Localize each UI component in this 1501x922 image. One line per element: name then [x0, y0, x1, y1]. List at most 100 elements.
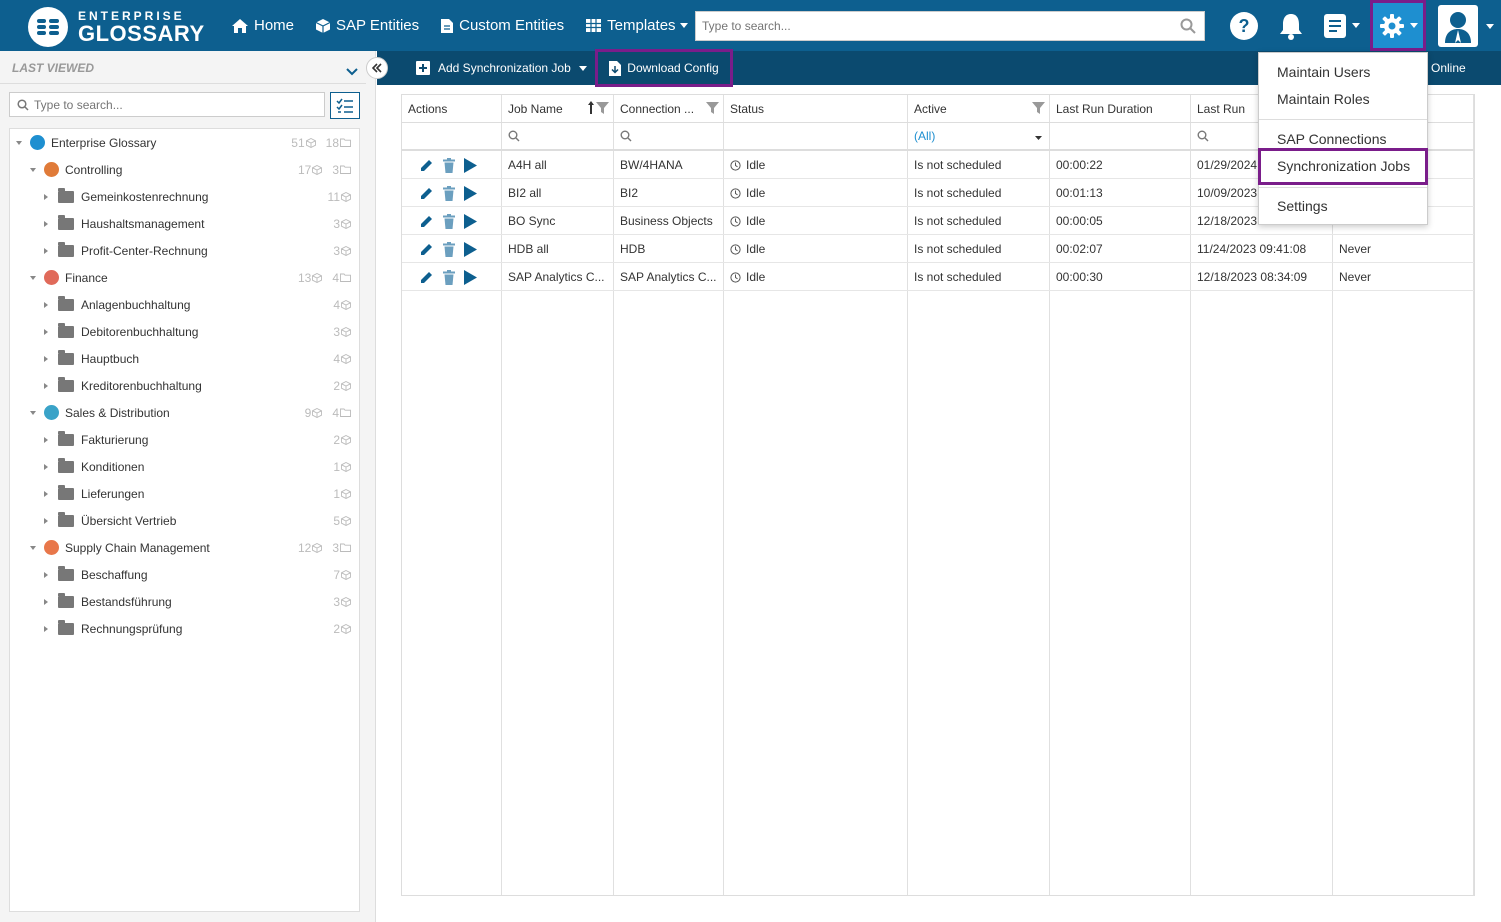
bell-icon[interactable] [1276, 0, 1306, 51]
nav-templates[interactable]: Templates [586, 17, 688, 34]
tree-folder-item[interactable]: Anlagenbuchhaltung 4 [10, 291, 359, 318]
settings-menu-button[interactable] [1370, 0, 1426, 51]
expand-arrow-icon[interactable] [44, 463, 48, 470]
expand-arrow-icon[interactable] [44, 625, 48, 632]
expand-arrow-icon[interactable] [44, 301, 48, 308]
tree-folder-item[interactable]: Lieferungen 1 [10, 480, 359, 507]
menu-sap-connections[interactable]: SAP Connections [1277, 131, 1387, 147]
menu-maintain-roles[interactable]: Maintain Roles [1277, 91, 1370, 107]
column-filter-input[interactable] [1191, 123, 1333, 149]
tree-folder-item[interactable]: Fakturierung 2 [10, 426, 359, 453]
expand-arrow-icon[interactable] [44, 598, 48, 605]
run-play-icon[interactable] [464, 213, 477, 229]
tree-folder-item[interactable]: Konditionen 1 [10, 453, 359, 480]
column-header[interactable]: Connection ... [614, 95, 724, 123]
tree-group-item[interactable]: Enterprise Glossary 51 18 [10, 129, 359, 156]
tree-folder-item[interactable]: Rechnungsprüfung 2 [10, 615, 359, 642]
table-row[interactable]: HDB all HDB Idle Is not scheduled 00:02:07 11… [402, 235, 1474, 263]
table-row[interactable]: BO Sync Business Objects Idle Is not schedu… [402, 207, 1474, 235]
edit-pencil-icon[interactable] [419, 186, 434, 201]
sort-ascending-icon[interactable] [588, 101, 594, 117]
add-sync-job-button[interactable]: Add Synchronization Job [416, 51, 587, 85]
expand-arrow-icon[interactable] [44, 220, 48, 227]
expand-arrow-icon[interactable] [44, 382, 48, 389]
user-avatar[interactable] [1438, 5, 1478, 47]
tree-folder-item[interactable]: Kreditorenbuchhaltung 2 [10, 372, 359, 399]
column-header[interactable]: Last Run Duration [1056, 102, 1153, 116]
column-header[interactable]: Job Name [502, 95, 614, 123]
sidebar-search-input[interactable] [10, 93, 290, 116]
help-icon[interactable]: ? [1228, 0, 1260, 51]
tree-group-item[interactable]: Finance 13 4 [10, 264, 359, 291]
tree-group-item[interactable]: Supply Chain Management 12 3 [10, 534, 359, 561]
expand-arrow-icon[interactable] [44, 355, 48, 362]
run-play-icon[interactable] [464, 241, 477, 257]
notes-menu[interactable] [1320, 0, 1362, 51]
collapse-arrow-icon[interactable] [30, 410, 36, 415]
expand-arrow-icon[interactable] [44, 490, 48, 497]
collapse-arrow-icon[interactable] [30, 545, 36, 550]
column-filter-input[interactable] [502, 123, 614, 149]
expand-arrow-icon[interactable] [44, 193, 48, 200]
tree-folder-item[interactable]: Debitorenbuchhaltung 3 [10, 318, 359, 345]
delete-trash-icon[interactable] [442, 213, 456, 229]
delete-trash-icon[interactable] [442, 241, 456, 257]
expand-arrow-icon[interactable] [44, 571, 48, 578]
collapse-arrow-icon[interactable] [30, 167, 36, 172]
tree-folder-item[interactable]: Beschaffung 7 [10, 561, 359, 588]
last-viewed-header[interactable]: LAST VIEWED [0, 51, 366, 84]
nav-home[interactable]: Home [232, 17, 294, 34]
tree-group-item[interactable]: Sales & Distribution 9 4 [10, 399, 359, 426]
expand-arrow-icon[interactable] [44, 328, 48, 335]
column-header[interactable]: Active [908, 95, 1050, 123]
checklist-filter-button[interactable] [330, 92, 360, 119]
active-filter-select[interactable]: (All) [908, 123, 1050, 149]
run-play-icon[interactable] [464, 157, 477, 173]
edit-pencil-icon[interactable] [419, 214, 434, 229]
download-config-button[interactable]: Download Config [595, 49, 733, 87]
nav-sap-entities[interactable]: SAP Entities [316, 17, 419, 34]
expand-arrow-icon[interactable] [44, 247, 48, 254]
tree-folder-item[interactable]: Hauptbuch 4 [10, 345, 359, 372]
app-logo[interactable]: ENTERPRISE GLOSSARY [28, 7, 205, 47]
table-row[interactable]: BI2 all BI2 Idle Is not scheduled 00:01:13 10… [402, 179, 1474, 207]
edit-pencil-icon[interactable] [419, 242, 434, 257]
menu-settings[interactable]: Settings [1277, 198, 1328, 214]
search-icon[interactable] [1180, 18, 1196, 37]
edit-pencil-icon[interactable] [419, 270, 434, 285]
tree-folder-item[interactable]: Profit-Center-Rechnung 3 [10, 237, 359, 264]
tree-group-item[interactable]: Controlling 17 3 [10, 156, 359, 183]
run-play-icon[interactable] [464, 185, 477, 201]
tree-folder-item[interactable]: Übersicht Vertrieb 5 [10, 507, 359, 534]
menu-synchronization-jobs[interactable]: Synchronization Jobs [1277, 158, 1411, 174]
table-row[interactable]: A4H all BW/4HANA Idle Is not scheduled 00:00… [402, 151, 1474, 179]
tree-folder-item[interactable]: Gemeinkostenrechnung 11 [10, 183, 359, 210]
filter-icon[interactable] [1032, 101, 1045, 117]
tree-item-label: Controlling [65, 162, 123, 177]
collapse-arrow-icon[interactable] [30, 275, 36, 280]
delete-trash-icon[interactable] [442, 269, 456, 285]
expand-arrow-icon[interactable] [44, 436, 48, 443]
column-filter-input[interactable] [614, 123, 724, 149]
global-search-input[interactable] [696, 12, 1166, 40]
nav-custom-entities[interactable]: Custom Entities [441, 17, 564, 34]
chevron-down-icon[interactable] [346, 65, 358, 79]
column-header[interactable]: Actions [408, 102, 448, 116]
chevron-down-icon[interactable] [1486, 24, 1494, 29]
collapse-sidebar-button[interactable] [366, 57, 388, 79]
delete-trash-icon[interactable] [442, 185, 456, 201]
column-header[interactable]: Status [730, 102, 765, 116]
tree-folder-item[interactable]: Bestandsführung 3 [10, 588, 359, 615]
run-play-icon[interactable] [464, 269, 477, 285]
edit-pencil-icon[interactable] [419, 158, 434, 173]
filter-icon[interactable] [596, 101, 609, 117]
collapse-arrow-icon[interactable] [16, 140, 22, 145]
tree-folder-item[interactable]: Haushaltsmanagement 3 [10, 210, 359, 237]
filter-icon[interactable] [706, 101, 719, 117]
cell-status: Idle [724, 179, 908, 207]
menu-maintain-users[interactable]: Maintain Users [1277, 64, 1371, 80]
table-row[interactable]: SAP Analytics C... SAP Analytics C... Idle… [402, 263, 1474, 291]
expand-arrow-icon[interactable] [44, 517, 48, 524]
delete-trash-icon[interactable] [442, 157, 456, 173]
column-header[interactable]: Last Run [1197, 102, 1246, 116]
